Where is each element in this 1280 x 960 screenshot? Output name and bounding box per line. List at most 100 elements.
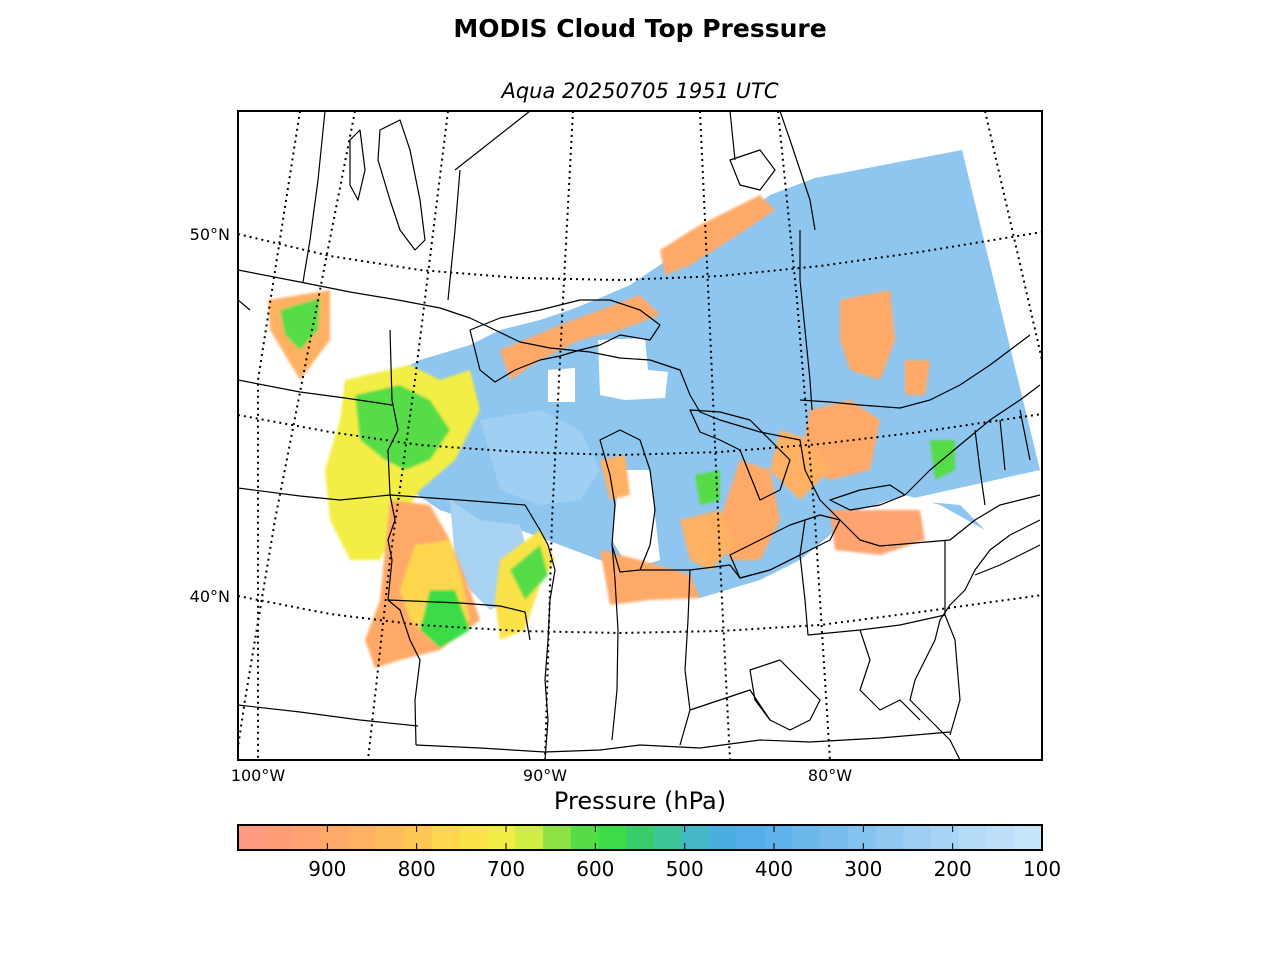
colorbar-swatch	[598, 825, 627, 850]
colorbar-swatch	[709, 825, 738, 850]
colorbar-tick-label: 200	[934, 857, 972, 881]
meridian-100w	[257, 111, 301, 760]
colorbar-swatch	[820, 825, 849, 850]
lat-label-50n: 50°N	[190, 225, 230, 244]
colorbar-swatch	[487, 825, 516, 850]
lake-superior	[469, 299, 661, 383]
map-boundaries	[238, 111, 1041, 760]
state-lines	[415, 731, 951, 753]
clear-region	[905, 470, 1040, 530]
state-lines	[974, 409, 1031, 506]
mid-cloud-region	[510, 545, 548, 600]
low-cloud-region	[680, 510, 735, 570]
cloud-swath	[268, 150, 1040, 668]
province-line	[302, 111, 326, 283]
parallel-45n	[238, 413, 1042, 457]
colorbar-swatch	[376, 825, 405, 850]
lake-winnipeg	[377, 119, 426, 251]
colorbar-swatch	[321, 825, 350, 850]
colorbar-tick-label: 400	[755, 857, 793, 881]
coastline	[909, 519, 1041, 760]
province-line	[447, 169, 461, 301]
colorbar-swatch	[792, 825, 821, 850]
colorbar-swatch	[681, 825, 710, 850]
meridian-80w	[777, 111, 831, 760]
map-frame	[237, 110, 1043, 761]
state-lines	[524, 504, 556, 760]
colorbar-swatch	[847, 825, 877, 850]
colorbar-tick-label: 700	[487, 857, 525, 881]
parallel-40n	[238, 594, 1042, 635]
colorbar-swatch	[626, 825, 655, 850]
meridian-90w	[544, 111, 574, 760]
colorbar-tick-label: 300	[844, 857, 882, 881]
low-cloud-region	[720, 460, 780, 560]
coastline	[974, 544, 1041, 576]
low-cloud-region	[660, 195, 775, 275]
meridian-95w	[367, 111, 449, 760]
colorbar-swatch	[293, 825, 322, 850]
low-cloud-region	[600, 550, 700, 605]
colorbar-swatch	[764, 825, 794, 850]
gulf-coast-quebec	[799, 334, 1031, 409]
mid-cloud-region	[280, 298, 320, 350]
state-lines	[238, 379, 393, 406]
colorbar-tick-label: 100	[1023, 857, 1061, 881]
low-cloud-region	[905, 360, 930, 395]
colorbar-swatch	[515, 825, 544, 850]
colorbar-swatch	[432, 825, 461, 850]
state-lines	[238, 704, 419, 727]
low-cloud-region	[500, 295, 660, 380]
colorbar-tick-label: 900	[308, 857, 346, 881]
state-lines	[387, 599, 531, 641]
lat-label-40n: 40°N	[190, 587, 230, 606]
state-lines	[238, 487, 526, 506]
colorbar-swatch	[459, 825, 489, 850]
state-lines	[387, 329, 421, 746]
mid-cloud-region	[355, 385, 450, 470]
canada-us-border	[238, 269, 1041, 547]
graticule	[238, 111, 1042, 760]
province-line	[454, 111, 531, 171]
hudson-bay-coast	[729, 149, 776, 191]
low-cloud-region	[840, 290, 895, 380]
state-lines	[859, 629, 921, 721]
colorbar-tick-label: 500	[666, 857, 704, 881]
meridian-75w	[984, 111, 1042, 361]
province-line	[799, 230, 813, 411]
colorbar-swatch	[986, 825, 1015, 850]
colorbar-swatch	[737, 825, 766, 850]
state-lines	[689, 689, 771, 721]
state-lines	[799, 519, 961, 736]
colorbar-swatch	[265, 825, 295, 850]
clear-region	[598, 338, 668, 400]
colorbar-swatch	[542, 825, 572, 850]
colorbar-tick-label: 800	[398, 857, 436, 881]
state-lines	[689, 554, 946, 636]
state-lines	[611, 544, 619, 741]
colorbar-swatch	[238, 825, 267, 850]
meridian-105w	[238, 111, 356, 754]
province-line	[238, 299, 251, 311]
meridian-85w	[699, 111, 731, 760]
figure-subtitle: Aqua 20250705 1951 UTC	[501, 79, 779, 103]
figure-title: MODIS Cloud Top Pressure	[453, 14, 827, 43]
colorbar-swatch	[348, 825, 378, 850]
state-lines	[749, 659, 821, 731]
low-cloud-region	[770, 430, 830, 500]
lon-label-80w: 80°W	[808, 766, 852, 785]
mid-cloud-region	[695, 470, 720, 505]
coastline	[729, 111, 816, 231]
colorbar-swatch	[570, 825, 600, 850]
state-lines	[640, 569, 691, 746]
mid-cloud-region	[420, 590, 470, 648]
colorbar-swatch	[958, 825, 988, 850]
colorbar-label: Pressure (hPa)	[553, 787, 727, 815]
colorbar-swatch	[931, 825, 960, 850]
clear-region	[548, 368, 575, 402]
lon-label-90w: 90°W	[523, 766, 567, 785]
colorbar-swatch	[404, 825, 433, 850]
colorbar-frame	[237, 824, 1043, 851]
colorbar-swatch	[875, 825, 904, 850]
